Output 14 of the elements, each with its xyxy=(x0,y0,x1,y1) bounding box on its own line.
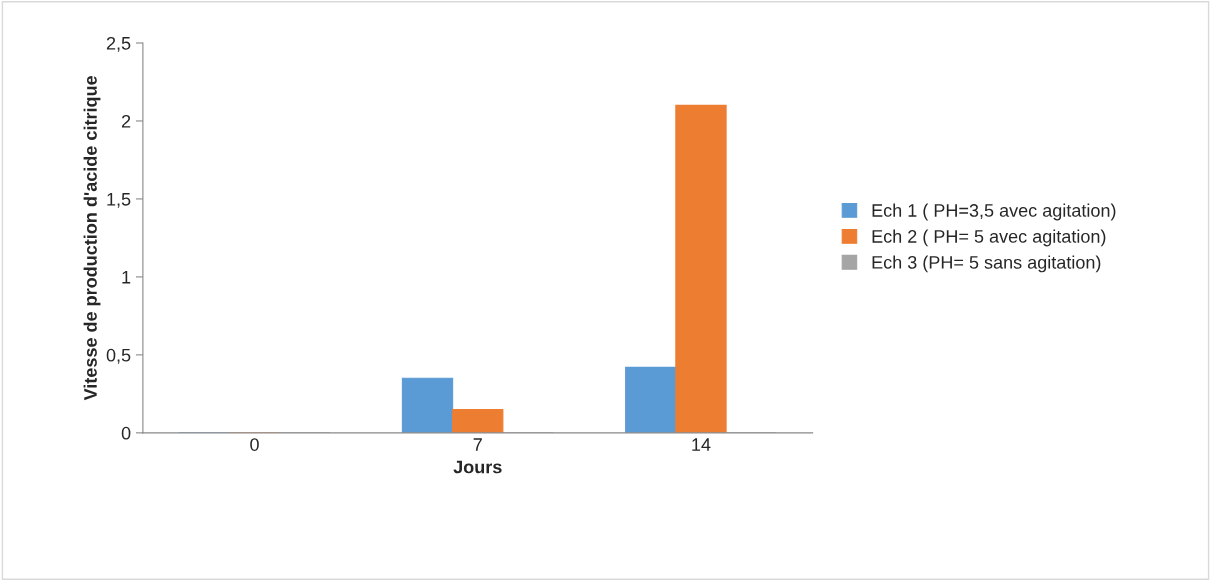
legend-label: Ech 3 (PH= 5 sans agitation) xyxy=(872,255,1101,273)
y-axis-title: Vitesse de production d'acide citrique xyxy=(83,76,101,401)
x-axis-title: Jours xyxy=(453,460,502,474)
y-tick-label: 2,5 xyxy=(106,36,131,52)
y-tick-label: 0,5 xyxy=(106,348,131,364)
x-tick-label: 14 xyxy=(692,438,711,451)
y-tick-label: 1,5 xyxy=(107,193,131,208)
x-tick-label: 7 xyxy=(473,438,482,451)
legend-label: Ech 1 ( PH=3,5 avec agitation) xyxy=(872,203,1116,221)
y-tick-label: 2 xyxy=(121,114,131,128)
y-tick-label: 0 xyxy=(121,426,131,440)
legend-label: Ech 2 ( PH= 5 avec agitation) xyxy=(872,229,1106,247)
x-tick-label: 0 xyxy=(250,438,259,451)
y-tick-label: 1 xyxy=(122,271,131,284)
